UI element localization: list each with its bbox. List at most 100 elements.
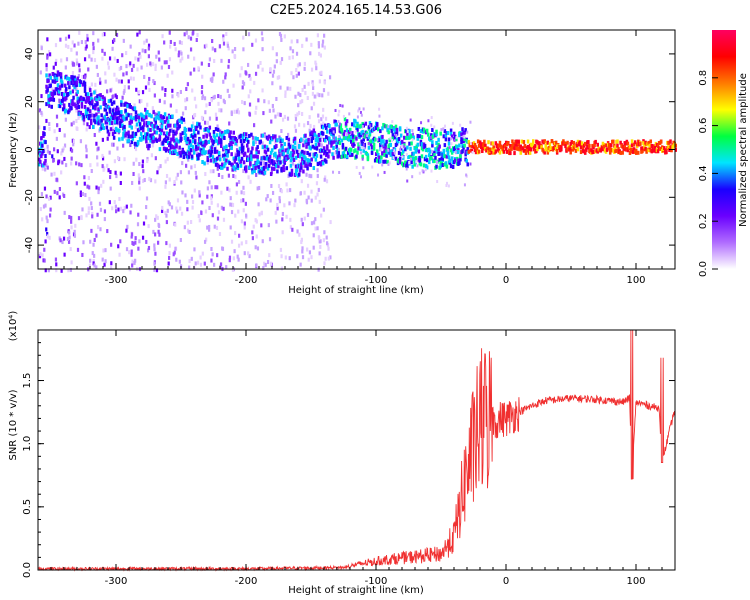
spectrogram-cell bbox=[211, 46, 214, 51]
spectrogram-cell bbox=[338, 122, 341, 126]
spectrogram-cell bbox=[143, 40, 146, 45]
snr-x-axis-label: Height of straight line (km) bbox=[288, 585, 424, 596]
spectrogram-cell bbox=[610, 143, 613, 148]
spectrogram-cell bbox=[214, 185, 217, 190]
spectrogram-cell bbox=[298, 122, 301, 127]
spectrogram-cell bbox=[187, 127, 191, 132]
spectrogram-cell bbox=[175, 109, 178, 114]
spectrogram-cell bbox=[110, 120, 114, 125]
spectrogram-cell bbox=[645, 149, 648, 154]
spectrogram-cell bbox=[39, 70, 42, 75]
spectrogram-cell bbox=[221, 175, 224, 180]
spectrogram-cell bbox=[630, 139, 634, 144]
spectrogram-cell bbox=[387, 125, 390, 129]
spectrogram-cell bbox=[207, 62, 211, 67]
spectrogram-cell bbox=[224, 75, 227, 80]
spectrogram-cell bbox=[170, 128, 173, 133]
spectrogram-cell bbox=[312, 233, 315, 238]
spectrogram-cell bbox=[309, 162, 312, 167]
spectrogram-cell bbox=[314, 226, 317, 231]
spectrogram-cell bbox=[204, 120, 207, 125]
spectrogram-cell bbox=[109, 127, 113, 132]
spectrogram-cell bbox=[362, 137, 365, 142]
spectrogram-cell bbox=[324, 123, 327, 128]
spectrogram-cell bbox=[354, 140, 357, 144]
spectrogram-cell bbox=[181, 131, 185, 136]
spectrogram-cell bbox=[188, 259, 191, 264]
spectrogram-cell bbox=[262, 166, 266, 171]
spectrogram-cell bbox=[169, 141, 172, 146]
spectrogram-cell bbox=[204, 132, 207, 137]
spectrogram-cell bbox=[221, 246, 224, 251]
spectrogram-cell bbox=[653, 145, 657, 150]
spectrogram-cell bbox=[164, 87, 167, 92]
spectrogram-cell bbox=[79, 193, 82, 198]
spectrogram-cell bbox=[185, 30, 188, 35]
spectrogram-cell bbox=[163, 112, 167, 117]
spectrogram-cell bbox=[161, 209, 164, 214]
spectrogram-cell bbox=[160, 115, 164, 120]
spectrogram-cell bbox=[228, 161, 231, 166]
spectrogram-cell bbox=[184, 98, 187, 103]
spectrogram-cell bbox=[447, 137, 451, 142]
spectrogram-cell bbox=[151, 62, 155, 67]
spectrogram-cell bbox=[367, 134, 371, 139]
spectrogram-cell bbox=[260, 31, 264, 36]
spectrogram-cell bbox=[188, 140, 192, 145]
spectrogram-cell bbox=[315, 153, 319, 158]
spectrogram-cell bbox=[121, 95, 124, 100]
spectrogram-cell bbox=[175, 130, 178, 135]
spectrogram-cell bbox=[467, 140, 471, 145]
spectrogram-cell bbox=[197, 156, 200, 161]
spectrogram-cell bbox=[271, 81, 274, 86]
spectrogram-cell bbox=[264, 167, 268, 172]
spectrogram-cell bbox=[463, 137, 466, 142]
spectrogram-cell bbox=[151, 133, 154, 138]
spectrogram-cell bbox=[250, 150, 253, 155]
spectrogram-cell bbox=[44, 140, 47, 145]
spectrogram-cell bbox=[256, 136, 259, 141]
spectrogram-cell bbox=[417, 149, 421, 154]
spectrogram-cell bbox=[143, 122, 146, 127]
spectrogram-cell bbox=[451, 164, 455, 169]
spectrogram-cell bbox=[446, 151, 450, 156]
spectrogram-cell bbox=[343, 129, 347, 134]
spectrogram-cell bbox=[293, 140, 297, 145]
spectrogram-cell bbox=[267, 134, 271, 139]
spectrogram-cell bbox=[266, 259, 270, 264]
spectrogram-cell bbox=[153, 93, 156, 98]
spectrogram-cell bbox=[176, 198, 180, 203]
spectrogram-cell bbox=[125, 116, 128, 121]
spectrogram-cell bbox=[308, 152, 311, 157]
spectrogram-cell bbox=[224, 72, 227, 77]
spectrogram-cell bbox=[223, 162, 226, 167]
spectrogram-cell bbox=[396, 139, 400, 144]
spectrogram-cell bbox=[151, 106, 154, 111]
spectrogram-cell bbox=[70, 260, 73, 265]
spectrogram-cell bbox=[321, 93, 324, 98]
spectrogram-cell bbox=[397, 150, 401, 155]
spectrogram-cell bbox=[166, 73, 169, 78]
spectrogram-cell bbox=[115, 77, 118, 82]
spectrogram-cell bbox=[289, 158, 293, 163]
spectrogram-cell bbox=[575, 141, 579, 146]
spectrogram-cell bbox=[215, 149, 219, 154]
spectrogram-cell bbox=[70, 225, 73, 230]
spectrogram-cell bbox=[93, 237, 96, 242]
spectrogram-cell bbox=[222, 41, 226, 46]
spectrogram-cell bbox=[166, 208, 169, 213]
spectrogram-cell bbox=[345, 128, 349, 133]
spectrogram-cell bbox=[61, 148, 64, 153]
spectrogram-cell bbox=[79, 190, 82, 195]
spectrogram-cell bbox=[241, 85, 244, 90]
spectrogram-cell bbox=[63, 156, 66, 161]
spectrogram-cell bbox=[176, 209, 179, 214]
spectrogram-cell bbox=[96, 162, 99, 167]
spectrogram-cell bbox=[266, 147, 270, 152]
spectrogram-cell bbox=[466, 146, 469, 151]
spectrogram-cell bbox=[470, 148, 474, 153]
spectrogram-cell bbox=[226, 88, 229, 93]
spectrogram-cell bbox=[344, 146, 348, 151]
spectrogram-cell bbox=[503, 144, 507, 149]
spectrogram-cell bbox=[140, 99, 143, 104]
